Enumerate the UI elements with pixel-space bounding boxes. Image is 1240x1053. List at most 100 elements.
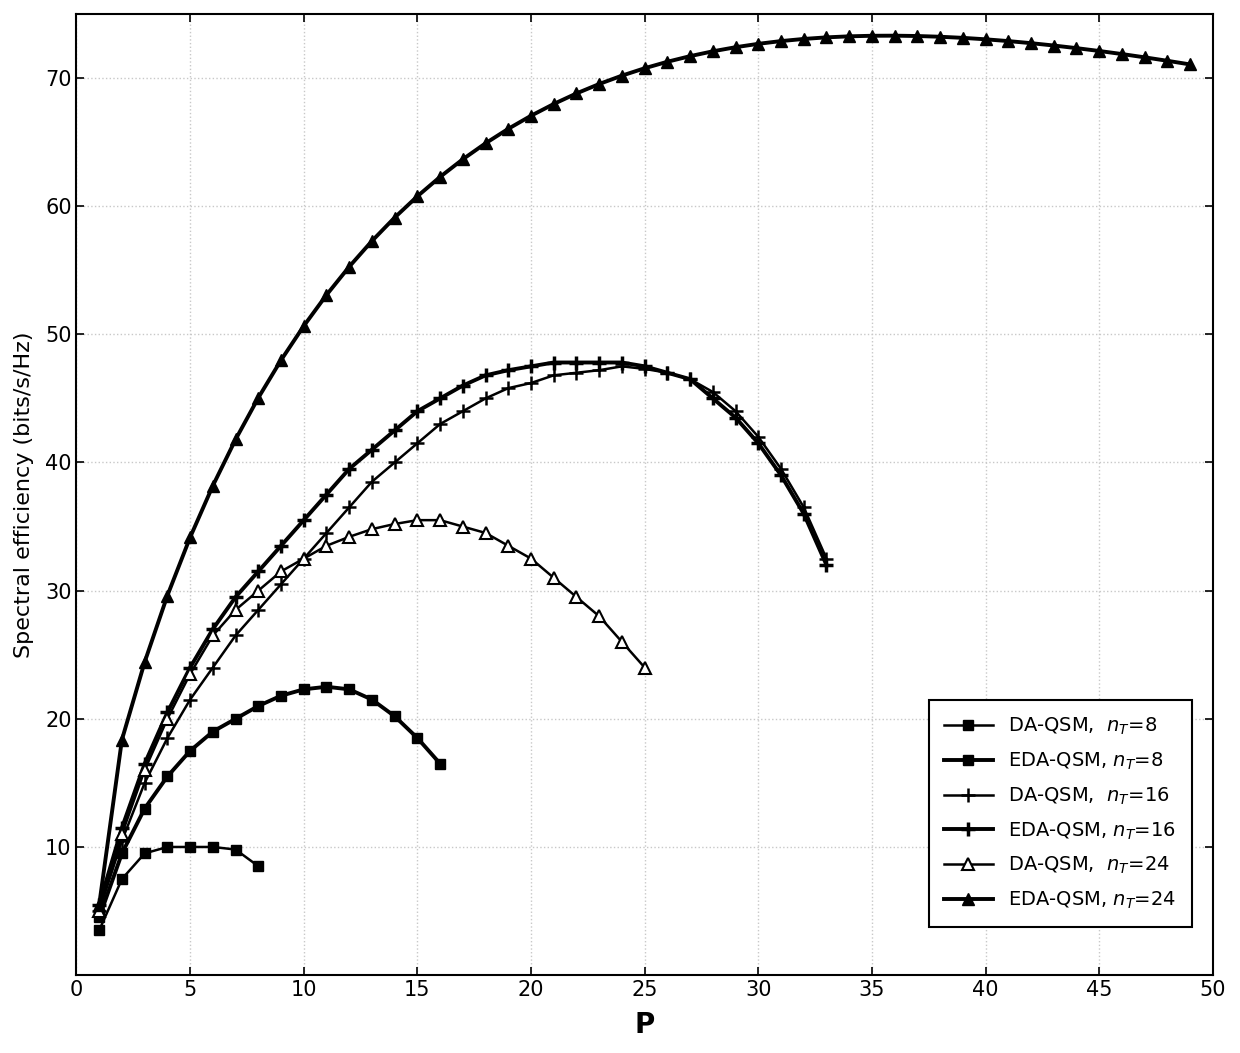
EDA-QSM, $n_T$=16 [683, 373, 698, 385]
EDA-QSM, $n_T$=16 [250, 565, 265, 578]
X-axis label: P: P [635, 1011, 655, 1039]
EDA-QSM, $n_T$=16 [342, 462, 357, 475]
EDA-QSM, $n_T$=16 [433, 392, 448, 404]
EDA-QSM, $n_T$=8 [92, 911, 107, 923]
EDA-QSM, $n_T$=16 [751, 437, 766, 450]
EDA-QSM, $n_T$=24 [342, 260, 357, 273]
DA-QSM,  $n_T$=16 [228, 630, 243, 642]
EDA-QSM, $n_T$=16 [387, 424, 402, 437]
EDA-QSM, $n_T$=16 [547, 356, 562, 369]
EDA-QSM, $n_T$=24 [410, 190, 425, 202]
DA-QSM,  $n_T$=16 [160, 732, 175, 744]
EDA-QSM, $n_T$=24 [92, 898, 107, 911]
EDA-QSM, $n_T$=16 [365, 443, 379, 456]
DA-QSM,  $n_T$=8 [228, 843, 243, 856]
EDA-QSM, $n_T$=24 [228, 433, 243, 445]
Line: EDA-QSM, $n_T$=8: EDA-QSM, $n_T$=8 [94, 682, 445, 922]
DA-QSM,  $n_T$=16 [250, 603, 265, 616]
EDA-QSM, $n_T$=16 [615, 356, 630, 369]
EDA-QSM, $n_T$=24 [683, 49, 698, 62]
EDA-QSM, $n_T$=24 [569, 87, 584, 100]
EDA-QSM, $n_T$=16 [319, 489, 334, 501]
EDA-QSM, $n_T$=16 [728, 412, 743, 424]
EDA-QSM, $n_T$=8 [274, 690, 289, 702]
DA-QSM,  $n_T$=16 [728, 405, 743, 418]
DA-QSM,  $n_T$=16 [660, 366, 675, 379]
EDA-QSM, $n_T$=24 [615, 69, 630, 82]
EDA-QSM, $n_T$=16 [138, 757, 153, 770]
EDA-QSM, $n_T$=8 [182, 744, 197, 757]
EDA-QSM, $n_T$=16 [796, 508, 811, 520]
DA-QSM,  $n_T$=16 [410, 437, 425, 450]
EDA-QSM, $n_T$=16 [160, 707, 175, 719]
DA-QSM,  $n_T$=16 [319, 526, 334, 539]
DA-QSM,  $n_T$=24 [160, 713, 175, 726]
EDA-QSM, $n_T$=16 [479, 369, 494, 381]
EDA-QSM, $n_T$=24 [206, 479, 221, 492]
EDA-QSM, $n_T$=24 [1159, 55, 1174, 67]
DA-QSM,  $n_T$=16 [637, 362, 652, 375]
DA-QSM,  $n_T$=24 [387, 518, 402, 531]
EDA-QSM, $n_T$=24 [932, 31, 947, 43]
EDA-QSM, $n_T$=16 [410, 405, 425, 418]
EDA-QSM, $n_T$=8 [228, 713, 243, 726]
EDA-QSM, $n_T$=24 [138, 656, 153, 669]
EDA-QSM, $n_T$=16 [523, 360, 538, 373]
EDA-QSM, $n_T$=24 [274, 354, 289, 366]
EDA-QSM, $n_T$=8 [206, 726, 221, 738]
EDA-QSM, $n_T$=8 [114, 847, 129, 859]
DA-QSM,  $n_T$=16 [796, 501, 811, 514]
EDA-QSM, $n_T$=24 [955, 32, 970, 44]
DA-QSM,  $n_T$=24 [479, 526, 494, 539]
DA-QSM,  $n_T$=8 [250, 860, 265, 873]
DA-QSM,  $n_T$=16 [820, 552, 835, 564]
EDA-QSM, $n_T$=16 [114, 821, 129, 834]
EDA-QSM, $n_T$=16 [455, 379, 470, 392]
DA-QSM,  $n_T$=8 [160, 840, 175, 853]
DA-QSM,  $n_T$=24 [228, 603, 243, 616]
DA-QSM,  $n_T$=16 [706, 385, 720, 398]
EDA-QSM, $n_T$=24 [182, 531, 197, 543]
EDA-QSM, $n_T$=24 [706, 45, 720, 58]
EDA-QSM, $n_T$=8 [138, 802, 153, 815]
EDA-QSM, $n_T$=24 [842, 29, 857, 42]
DA-QSM,  $n_T$=16 [365, 475, 379, 488]
EDA-QSM, $n_T$=24 [1023, 37, 1038, 49]
DA-QSM,  $n_T$=16 [501, 382, 516, 395]
DA-QSM,  $n_T$=24 [591, 610, 606, 622]
DA-QSM,  $n_T$=24 [569, 591, 584, 603]
DA-QSM,  $n_T$=8 [114, 873, 129, 886]
DA-QSM,  $n_T$=24 [501, 539, 516, 552]
EDA-QSM, $n_T$=16 [637, 360, 652, 373]
EDA-QSM, $n_T$=24 [820, 31, 835, 43]
DA-QSM,  $n_T$=16 [387, 456, 402, 469]
DA-QSM,  $n_T$=24 [138, 763, 153, 776]
EDA-QSM, $n_T$=8 [160, 770, 175, 782]
EDA-QSM, $n_T$=24 [1069, 42, 1084, 55]
DA-QSM,  $n_T$=24 [296, 552, 311, 564]
DA-QSM,  $n_T$=16 [92, 905, 107, 917]
DA-QSM,  $n_T$=16 [114, 834, 129, 847]
DA-QSM,  $n_T$=16 [296, 552, 311, 564]
EDA-QSM, $n_T$=24 [796, 33, 811, 45]
EDA-QSM, $n_T$=16 [660, 366, 675, 379]
EDA-QSM, $n_T$=24 [864, 29, 879, 42]
DA-QSM,  $n_T$=8 [206, 840, 221, 853]
EDA-QSM, $n_T$=24 [728, 41, 743, 54]
EDA-QSM, $n_T$=24 [1137, 51, 1152, 63]
Line: DA-QSM,  $n_T$=24: DA-QSM, $n_T$=24 [93, 514, 651, 917]
EDA-QSM, $n_T$=16 [182, 661, 197, 674]
EDA-QSM, $n_T$=24 [365, 235, 379, 247]
EDA-QSM, $n_T$=24 [1047, 39, 1061, 52]
EDA-QSM, $n_T$=24 [888, 29, 903, 42]
DA-QSM,  $n_T$=24 [319, 539, 334, 552]
EDA-QSM, $n_T$=16 [228, 591, 243, 603]
DA-QSM,  $n_T$=24 [342, 531, 357, 543]
DA-QSM,  $n_T$=16 [683, 373, 698, 385]
EDA-QSM, $n_T$=8 [365, 693, 379, 706]
EDA-QSM, $n_T$=8 [250, 699, 265, 712]
DA-QSM,  $n_T$=16 [751, 431, 766, 443]
DA-QSM,  $n_T$=24 [114, 828, 129, 840]
DA-QSM,  $n_T$=8 [182, 840, 197, 853]
DA-QSM,  $n_T$=16 [615, 360, 630, 373]
